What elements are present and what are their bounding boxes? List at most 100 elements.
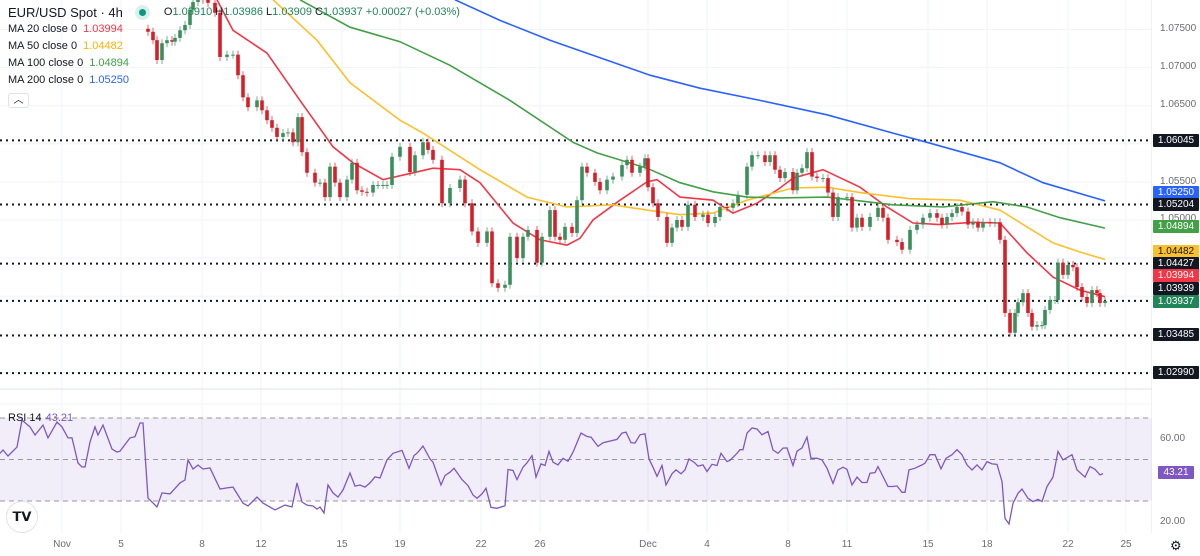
candle [580,162,584,205]
candle [225,50,229,61]
candle [881,203,885,222]
candle [431,145,435,164]
candle-body [463,179,467,204]
candle-body [598,181,602,191]
candle-body [1053,300,1057,302]
candle [558,232,562,244]
candle-body [831,192,835,217]
candle [503,280,507,292]
candle-body [915,224,919,230]
candle-body [1043,309,1047,326]
candle [915,220,919,234]
candle-body [191,2,195,10]
rsi-value-badge: 43.21 [1158,466,1194,479]
candle [940,213,944,229]
candle [328,162,332,202]
gear-icon[interactable]: ⚙ [1170,538,1182,553]
candle [1021,289,1025,307]
candle [1008,308,1012,337]
candle-body [783,171,787,179]
candle-body [921,217,925,225]
indicator-ma100[interactable]: MA 100 close 0 1.04894 [8,57,460,70]
candle [1061,258,1065,279]
time-tick: 22 [1062,539,1074,550]
candle [815,172,819,183]
candle-body [318,182,322,184]
candle-body [1061,262,1065,275]
candle-body [305,152,309,173]
time-tick: 18 [981,539,993,550]
candle-body [713,216,717,224]
candle [593,168,597,186]
symbol-title[interactable]: EUR/USD Spot · 4h [8,5,123,20]
rsi-legend[interactable]: RSI 14 43.21 [8,412,73,424]
candle [146,24,150,36]
time-tick: Nov [53,539,71,550]
indicator-label: MA 200 close 0 [8,74,84,86]
candle [270,116,274,132]
candle-body [458,179,462,188]
high-value: 1.03986 [223,6,263,18]
candle [1053,296,1057,305]
candle-body [360,190,364,192]
candle [385,180,389,189]
candle [173,33,177,46]
candle-body [1035,325,1039,327]
candle [458,175,462,192]
candle-body [826,178,830,193]
level-badge: 1.02990 [1153,366,1199,379]
chart-legend: EUR/USD Spot · 4h O1.03910 H1.03986 L1.0… [8,6,460,108]
candle [485,227,489,247]
candle [855,213,859,232]
candle [1056,258,1060,305]
candle-body [225,54,229,57]
candle-body [665,216,669,243]
ma100-badge: 1.04894 [1153,220,1199,233]
candle [323,178,327,202]
indicator-value: 1.04482 [83,40,123,52]
candle [355,158,359,195]
level-badge: 1.04427 [1153,257,1199,270]
candle [1103,297,1107,308]
collapse-legend-button[interactable]: ︿ [8,93,29,108]
candle-body [1075,267,1079,288]
candle-body [1066,264,1070,275]
candle [178,26,182,42]
indicator-ma200[interactable]: MA 200 close 0 1.05250 [8,74,460,87]
candle-body [620,165,624,177]
candle-body [1090,290,1094,304]
candle-body [706,214,710,224]
indicator-ma20[interactable]: MA 20 close 0 1.03994 [8,23,460,36]
candle [921,213,925,229]
candle-body [971,222,975,225]
candle-body [170,40,174,42]
candle [945,212,949,229]
candle-body [1013,312,1017,333]
time-tick: Dec [639,539,657,550]
candle [286,128,290,138]
candle-body [718,207,722,217]
candle-body [960,207,964,212]
candle-body [1103,301,1107,304]
candle [255,96,259,112]
time-tick: 8 [199,539,205,550]
time-tick: 22 [475,539,487,550]
indicator-ma50[interactable]: MA 50 close 0 1.04482 [8,40,460,53]
candle-body [993,222,997,224]
level-badge: 1.03485 [1153,328,1199,341]
candle-body [860,217,864,227]
candle-body [756,155,760,157]
candle [548,206,552,241]
candle-body [241,75,245,98]
time-tick: 11 [841,539,853,550]
level-badge: 1.03939 [1153,282,1199,295]
chart-canvas[interactable] [0,0,1152,556]
candle-body [173,37,177,42]
tradingview-logo[interactable]: 𝗧𝗩 [6,501,38,533]
candle-body [355,162,359,191]
candle [183,20,187,35]
candle-body [350,162,354,180]
candle [1075,263,1079,292]
candle-body [768,155,772,163]
candle-body [196,0,200,3]
